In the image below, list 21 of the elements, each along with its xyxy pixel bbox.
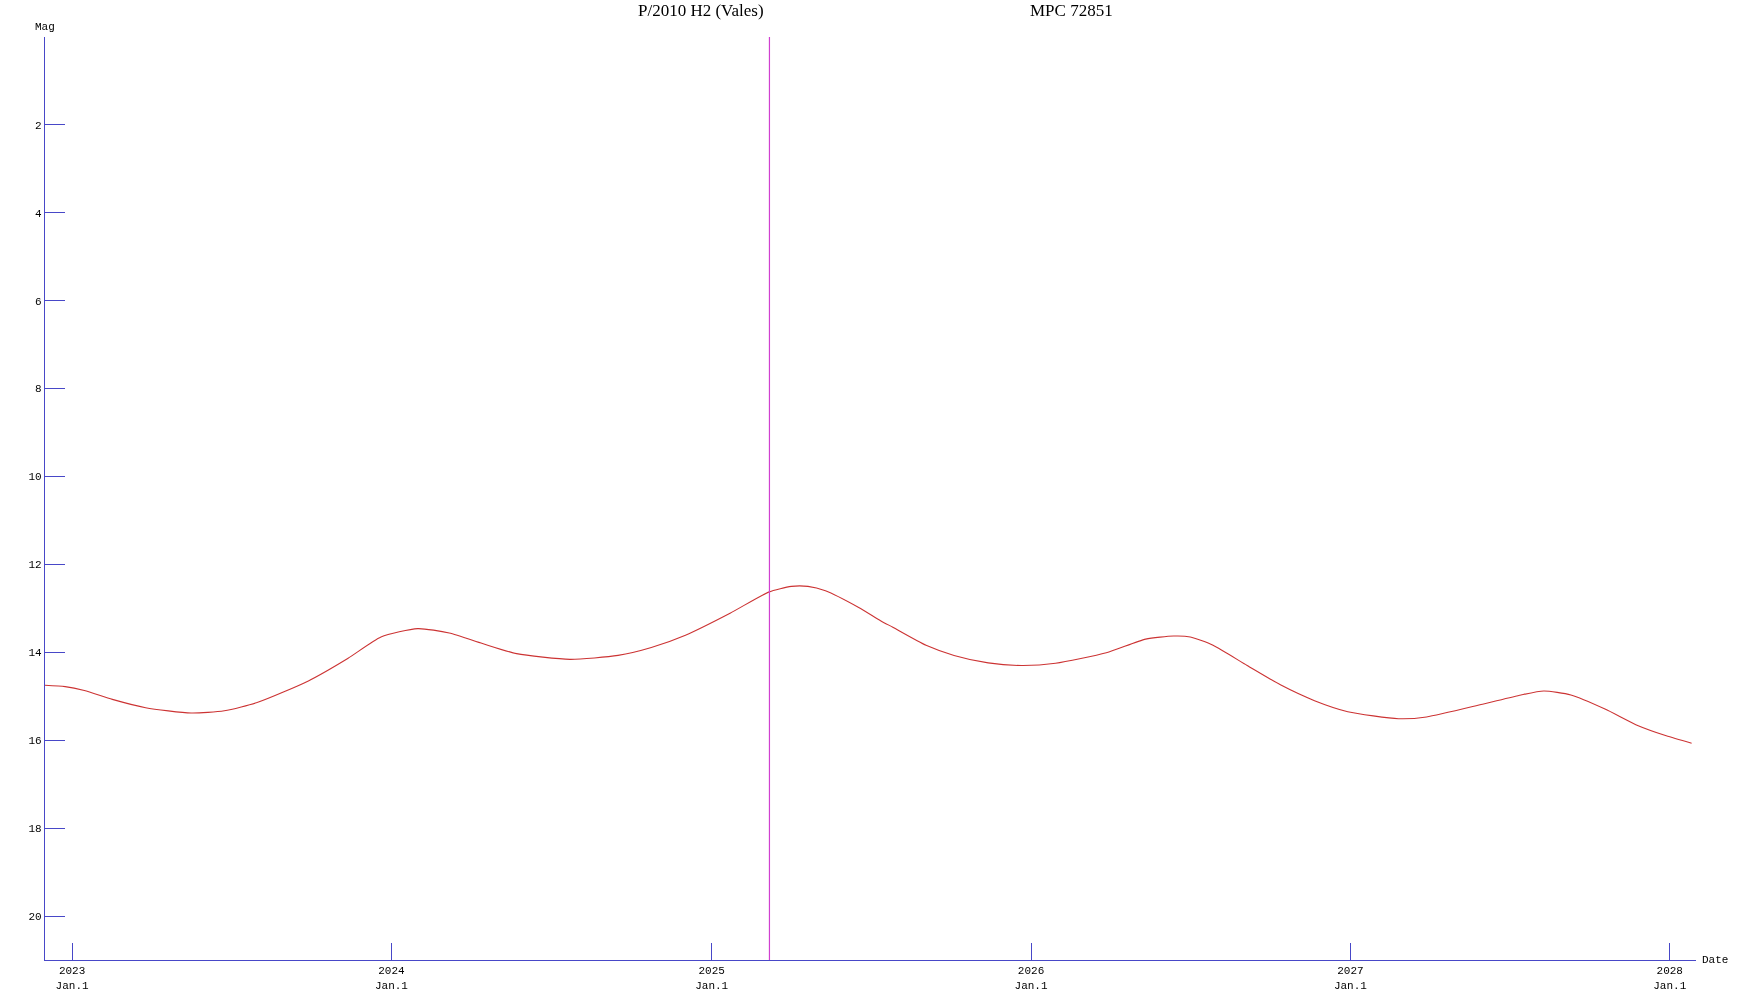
chart-title: P/2010 H2 (Vales) xyxy=(638,1,764,20)
y-tick-label: 4 xyxy=(34,207,42,220)
x-tick-label: 2023 Jan.1 xyxy=(55,965,90,991)
y-tick-label: 18 xyxy=(28,822,42,835)
y-tick-label: 12 xyxy=(28,559,42,572)
x-tick-label: 2025 Jan.1 xyxy=(695,965,729,991)
y-tick-label: 14 xyxy=(28,647,42,660)
x-tick-label: 2028 Jan.1 xyxy=(1653,965,1687,991)
y-tick-label: 6 xyxy=(34,295,42,308)
x-axis-title: Date xyxy=(1702,954,1729,966)
y-tick-label: 16 xyxy=(28,735,42,748)
line-series xyxy=(45,585,1693,744)
x-tick-label: 2024 Jan.1 xyxy=(374,965,409,991)
x-tick-label: 2026 Jan.1 xyxy=(1014,965,1048,991)
y-axis-title: Mag xyxy=(35,21,55,33)
y-tick-label: 10 xyxy=(28,471,42,484)
y-tick-label: 2 xyxy=(34,119,42,132)
y-tick-label: 20 xyxy=(28,910,42,923)
x-tick-label: 2027 Jan.1 xyxy=(1333,965,1368,991)
y-tick-label: 8 xyxy=(34,383,42,396)
chart-subtitle: MPC 72851 xyxy=(1030,1,1113,20)
